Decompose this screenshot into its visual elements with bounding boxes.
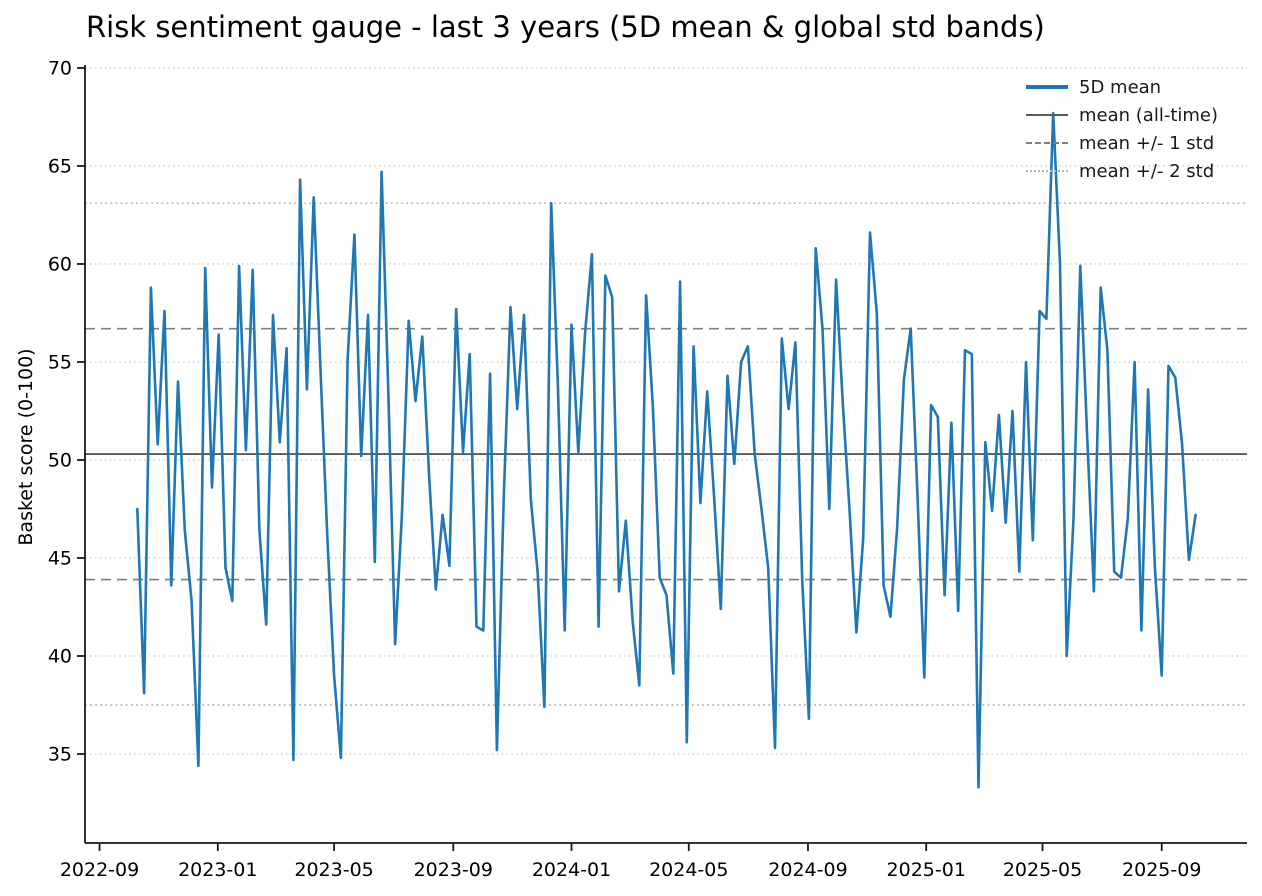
legend-item-mean-2std: mean +/- 2 std	[1026, 157, 1218, 185]
legend-label: mean (all-time)	[1079, 104, 1219, 126]
legend-line-sample-dotted-gray	[1026, 170, 1068, 172]
legend: 5D mean mean (all-time) mean +/- 1 std m…	[1026, 73, 1218, 185]
y-tick-label: 35	[48, 744, 72, 766]
legend-label: 5D mean	[1079, 76, 1162, 98]
y-tick-label: 50	[48, 449, 72, 471]
x-tick-label: 2023-05	[294, 859, 373, 881]
x-tick-label: 2024-05	[649, 859, 728, 881]
x-tick-label: 2025-05	[1003, 859, 1082, 881]
x-tick-label: 2022-09	[60, 859, 139, 881]
legend-item-mean-1std: mean +/- 1 std	[1026, 129, 1218, 157]
legend-item-5d-mean: 5D mean	[1026, 73, 1218, 101]
chart-title: Risk sentiment gauge - last 3 years (5D …	[86, 10, 1045, 44]
y-tick-label: 65	[48, 155, 72, 177]
series-line-5d-mean	[136, 111, 1197, 789]
x-tick-label: 2023-09	[414, 859, 493, 881]
x-tick-label: 2024-09	[768, 859, 847, 881]
x-tick-label: 2025-01	[887, 859, 966, 881]
legend-label: mean +/- 2 std	[1079, 160, 1215, 182]
y-tick-label: 40	[48, 645, 72, 667]
x-tick-label: 2025-09	[1122, 859, 1201, 881]
y-tick-label: 45	[48, 547, 72, 569]
legend-label: mean +/- 1 std	[1079, 132, 1215, 154]
legend-item-mean-all-time: mean (all-time)	[1026, 101, 1218, 129]
x-tick-label: 2024-01	[532, 859, 611, 881]
y-tick-label: 70	[48, 57, 72, 79]
x-tick-label: 2023-01	[178, 859, 257, 881]
y-tick-label: 55	[48, 351, 72, 373]
y-tick-label: 60	[48, 253, 72, 275]
legend-line-sample-dashed-gray	[1026, 142, 1068, 144]
legend-line-sample-solid-blue	[1026, 85, 1068, 89]
legend-line-sample-solid-gray	[1026, 114, 1068, 116]
